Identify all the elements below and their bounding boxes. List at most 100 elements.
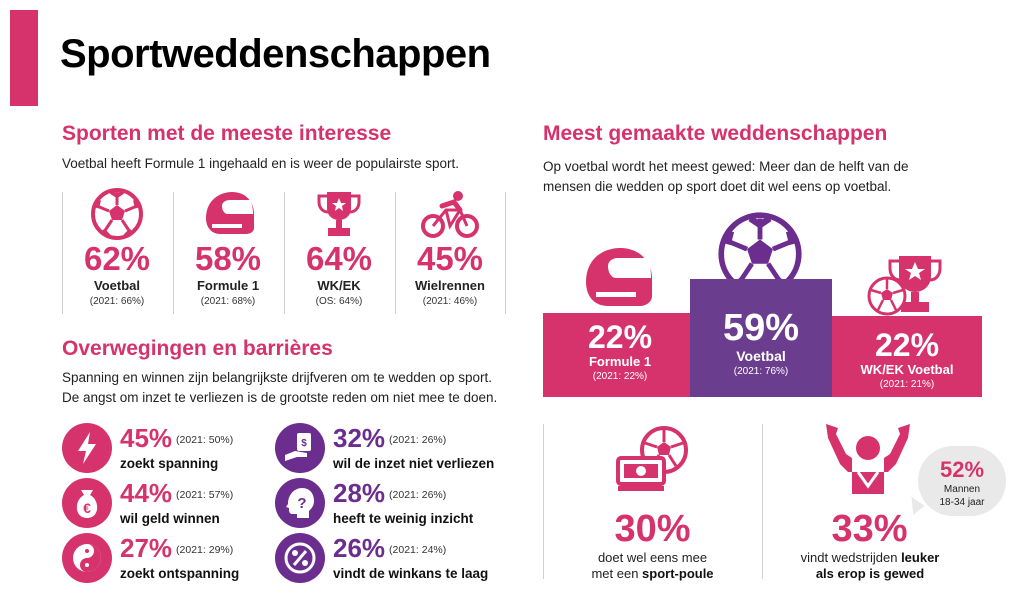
barrier-item: 45% (2021: 50%) zoekt spanning: [120, 425, 233, 471]
barrier-prev: (2021: 26%): [389, 489, 447, 501]
fun-line1-pre: vindt wedstrijden: [800, 550, 902, 565]
barrier-item: 26% (2021: 24%) vindt de winkans te laag: [333, 535, 488, 581]
sport-prev: (OS: 64%): [315, 296, 363, 307]
question-head-icon: ?: [275, 478, 325, 528]
sport-prev: (2021: 46%): [422, 296, 478, 307]
barrier-item: 32% (2021: 26%) wil de inzet niet verliez…: [333, 425, 494, 471]
poule-line2-bold: sport-poule: [642, 566, 714, 581]
sport-name: Voetbal: [94, 278, 140, 293]
podium-prev: (2021: 76%): [733, 366, 789, 377]
poule-line1: doet wel eens mee: [597, 550, 708, 565]
bets-desc-line2: mensen die wedden op sport doet dit wel …: [543, 179, 892, 194]
podium-pct: 59%: [722, 307, 800, 349]
accent-bar: [10, 10, 38, 106]
bubble-line1: Mannen: [943, 484, 981, 495]
barrier-label: vindt de winkans te laag: [333, 566, 489, 581]
podium-pct: 22%: [587, 319, 653, 355]
fun-line1-bold: leuker: [901, 550, 940, 565]
sport-name: Wielrennen: [415, 278, 485, 293]
barriers-title: Overwegingen en barrières: [62, 337, 333, 360]
sport-card-wkek: 64% WK/EK (OS: 64%): [284, 188, 394, 318]
sport-prev: (2021: 66%): [89, 296, 145, 307]
divider: [62, 192, 63, 314]
bubble: [918, 446, 1006, 516]
barrier-prev: (2021: 29%): [176, 544, 234, 556]
lightning-icon: [62, 423, 112, 473]
podium-pct: 22%: [874, 327, 940, 363]
sport-pct: 62%: [83, 240, 151, 277]
cyclist-icon: [421, 191, 479, 238]
poule-line2: met een sport-poule: [555, 566, 750, 582]
fun-line2-bold: als erop is gewed: [815, 566, 925, 581]
barrier-pct: 28%: [333, 478, 386, 508]
barrier-label: zoekt ontspanning: [120, 566, 240, 581]
barriers-desc-line1: Spanning en winnen zijn belangrijkste dr…: [62, 370, 493, 385]
fun-pct: 33%: [831, 508, 908, 550]
yin-yang-icon: [62, 533, 112, 583]
sport-pct: 64%: [305, 240, 373, 277]
barrier-item: 44% (2021: 57%) wil geld winnen: [120, 480, 233, 526]
racing-helmet-icon: [586, 248, 652, 306]
fun-line2: als erop is gewed: [770, 566, 970, 582]
trophy-icon: [317, 192, 361, 236]
sport-pct: 58%: [194, 240, 262, 277]
barriers-desc-line2: De angst om inzet te verliezen is de gro…: [62, 390, 498, 405]
podium-name: Voetbal: [736, 348, 786, 364]
bubble-pct: 52%: [939, 457, 985, 482]
money-bag-euro-icon: €: [62, 478, 112, 528]
sport-pct: 45%: [416, 240, 484, 277]
sport-prev: (2021: 68%): [200, 296, 256, 307]
sport-card-voetbal: 62% Voetbal (2021: 66%): [62, 188, 172, 318]
divider: [284, 192, 285, 314]
trophy-ball-icon: [867, 256, 942, 316]
barrier-pct: 27%: [120, 533, 173, 563]
barrier-label: heeft te weinig inzicht: [333, 511, 474, 526]
barrier-item: 27% (2021: 29%) zoekt ontspanning: [120, 535, 239, 581]
divider: [505, 192, 506, 314]
divider: [543, 424, 544, 579]
svg-text:?: ?: [297, 495, 306, 512]
money-ball-icon: [616, 426, 688, 491]
sport-name: Formule 1: [196, 278, 260, 293]
svg-text:€: €: [83, 500, 91, 516]
podium-center-text: 59% Voetbal (2021: 76%): [700, 308, 822, 377]
barrier-prev: (2021: 24%): [389, 544, 447, 556]
racing-helmet-icon: [206, 192, 254, 234]
podium-right-text: 22% WK/EK Voetbal (2021: 21%): [842, 328, 972, 390]
podium-block-center: [690, 279, 832, 397]
barrier-pct: 45%: [120, 423, 173, 453]
sport-card-formule1: 58% Formule 1 (2021: 68%): [173, 188, 283, 318]
bubble-line2: 18-34 jaar: [939, 497, 985, 508]
podium-left-text: 22% Formule 1 (2021: 22%): [565, 320, 675, 382]
barrier-prev: (2021: 26%): [389, 434, 447, 446]
poule-pct: 30%: [614, 508, 691, 550]
bets-desc-line1: Op voetbal wordt het meest gewed: Meer d…: [543, 159, 909, 174]
divider: [173, 192, 174, 314]
barrier-label: zoekt spanning: [120, 456, 219, 471]
soccer-ball-icon: [91, 188, 143, 240]
barrier-pct: 26%: [333, 533, 386, 563]
cheering-fan-icon: [826, 424, 910, 494]
podium-block-left: [543, 313, 690, 397]
divider: [762, 424, 763, 579]
podium-block-right: [832, 316, 982, 397]
percent-icon: [275, 533, 325, 583]
interest-desc: Voetbal heeft Formule 1 ingehaald en is …: [62, 156, 459, 171]
interest-title: Sporten met de meeste interesse: [62, 122, 392, 145]
sport-card-wielrennen: 45% Wielrennen (2021: 46%): [395, 188, 505, 318]
poule-line2-pre: met een: [591, 566, 643, 581]
podium-prev: (2021: 21%): [879, 379, 935, 390]
barrier-prev: (2021: 57%): [176, 489, 234, 501]
sport-name: WK/EK: [317, 278, 361, 293]
page-title: Sportweddenschappen: [60, 32, 491, 76]
podium-prev: (2021: 22%): [592, 371, 648, 382]
fun-line1: vindt wedstrijden leuker: [770, 550, 970, 566]
barrier-prev: (2021: 50%): [176, 434, 234, 446]
barrier-pct: 32%: [333, 423, 386, 453]
barrier-item: 28% (2021: 26%) heeft te weinig inzicht: [333, 480, 473, 526]
podium-name: Formule 1: [588, 354, 652, 369]
divider: [395, 192, 396, 314]
svg-text:$: $: [301, 438, 307, 449]
barrier-label: wil geld winnen: [120, 511, 220, 526]
podium-name: WK/EK Voetbal: [860, 362, 954, 377]
